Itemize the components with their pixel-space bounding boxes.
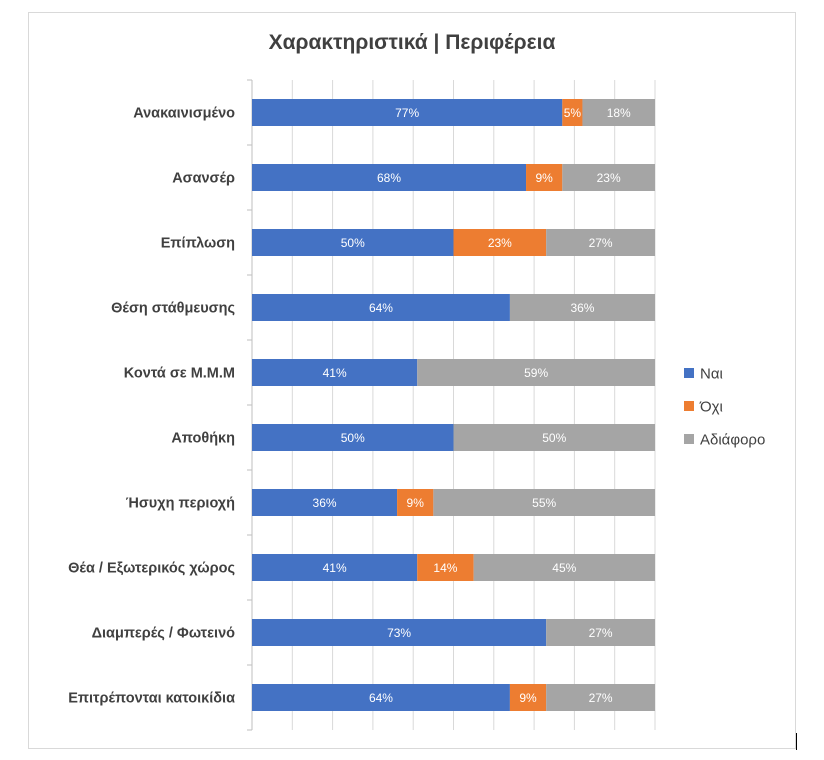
data-label: 55%: [532, 496, 556, 510]
data-label: 50%: [341, 431, 365, 445]
category-label: Θέση στάθμευσης: [111, 301, 235, 317]
data-label: 59%: [524, 366, 548, 380]
data-label: 23%: [488, 236, 512, 250]
bar-segment: [453, 424, 655, 451]
data-label: 50%: [542, 431, 566, 445]
bar-segment: [252, 294, 510, 321]
chart-frame: [28, 12, 796, 749]
data-label: 73%: [387, 626, 411, 640]
bar-segment: [417, 554, 474, 581]
text-cursor: [796, 733, 797, 750]
data-label: 50%: [341, 236, 365, 250]
data-label: 45%: [552, 561, 576, 575]
bar-segment: [252, 424, 454, 451]
data-label: 9%: [536, 171, 554, 185]
data-label: 9%: [407, 496, 425, 510]
bar-segment: [252, 229, 454, 256]
data-label: 64%: [369, 301, 393, 315]
bar-segment: [252, 489, 398, 516]
data-label: 9%: [519, 691, 537, 705]
bar-segment: [252, 554, 418, 581]
bar-segment: [509, 684, 547, 711]
bar-segment: [562, 164, 655, 191]
data-label: 68%: [377, 171, 401, 185]
legend-swatch: [684, 368, 694, 378]
bar-segment: [546, 229, 655, 256]
data-label: 41%: [323, 561, 347, 575]
bar-segment: [252, 619, 547, 646]
bar-segment: [526, 164, 563, 191]
data-label: 27%: [589, 691, 613, 705]
bar-segment: [252, 164, 527, 191]
data-label: 36%: [313, 496, 337, 510]
data-label: 64%: [369, 691, 393, 705]
category-label: Κοντά σε Μ.Μ.Μ: [124, 366, 235, 382]
chart-title: Χαρακτηριστικά | Περιφέρεια: [268, 31, 556, 54]
legend-swatch: [684, 401, 694, 411]
data-label: 41%: [323, 366, 347, 380]
data-label: 18%: [607, 106, 631, 120]
bar-segment: [433, 489, 655, 516]
category-label: Αποθήκη: [171, 431, 235, 447]
bar-segment: [252, 359, 418, 386]
category-label: Ανακαινισμένο: [133, 106, 235, 122]
data-label: 5%: [564, 106, 582, 120]
data-label: 27%: [589, 626, 613, 640]
category-label: Θέα / Εξωτερικός χώρος: [68, 561, 235, 577]
data-label: 14%: [433, 561, 457, 575]
category-label: Επιτρέπονται κατοικίδια: [68, 691, 235, 707]
legend-swatch: [684, 434, 694, 444]
bar-segment: [252, 99, 563, 126]
category-label: Ασανσέρ: [172, 171, 235, 187]
bar-segment: [417, 359, 655, 386]
data-label: 23%: [597, 171, 621, 185]
legend-label: Ναι: [700, 366, 723, 383]
legend-label: Αδιάφορο: [700, 432, 765, 449]
bar-segment: [453, 229, 547, 256]
category-label: Ήσυχη περιοχή: [126, 496, 235, 512]
category-label: Επίπλωση: [161, 236, 235, 252]
bar-segment: [473, 554, 655, 581]
data-label: 77%: [395, 106, 419, 120]
category-label: Διαμπερές / Φωτεινό: [92, 626, 236, 642]
bar-segment: [546, 684, 655, 711]
data-label: 36%: [570, 301, 594, 315]
bar-segment: [546, 619, 655, 646]
legend-label: Όχι: [699, 399, 723, 416]
bar-segment: [509, 294, 655, 321]
bar-segment: [252, 684, 510, 711]
bar-segment: [397, 489, 434, 516]
bar-segment: [562, 99, 583, 126]
bar-segment: [582, 99, 655, 126]
data-label: 27%: [589, 236, 613, 250]
